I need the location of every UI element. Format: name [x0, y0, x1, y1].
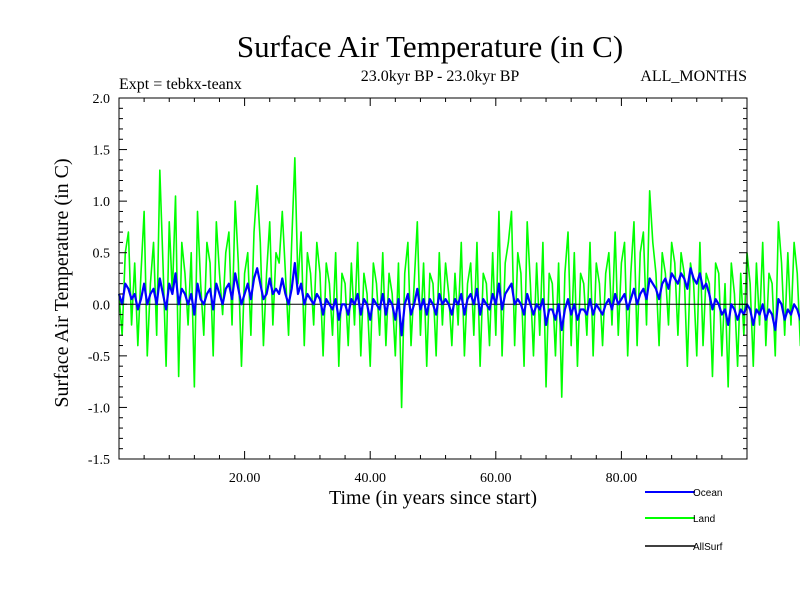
legend-label-allsurf: AllSurf: [693, 542, 723, 553]
plot-frame: [118, 97, 748, 460]
y-tick-label: -0.5: [88, 350, 110, 365]
plot-area: [117, 157, 800, 409]
chart-title: Surface Air Temperature (in C): [237, 29, 623, 64]
legend-label-ocean: Ocean: [693, 488, 722, 499]
series-line-land: [118, 157, 800, 409]
y-tick-label: -1.5: [88, 453, 110, 468]
axis-ticks: -1.5 -1.0 -0.5 0.0 0.5 1.0 1.5 2.0 20.00 40.00 60.…: [88, 92, 747, 486]
x-axis-label: Time (in years since start): [329, 487, 537, 509]
months-label: ALL_MONTHS: [640, 68, 747, 85]
legend: Ocean Land AllSurf: [645, 488, 723, 553]
expt-label: Expt = tebkx-teanx: [119, 76, 242, 93]
x-tick-label: 80.00: [606, 471, 638, 486]
x-tick-label: 40.00: [354, 471, 386, 486]
series-line-ocean: [117, 261, 800, 337]
y-tick-label: 0.0: [93, 298, 111, 313]
x-tick-label: 60.00: [480, 471, 512, 486]
y-axis-label: Surface Air Temperature (in C): [51, 158, 73, 407]
y-tick-label: 1.5: [93, 144, 111, 159]
y-tick-label: -1.0: [88, 401, 110, 416]
y-tick-label: 1.0: [93, 195, 111, 210]
legend-label-land: Land: [693, 514, 715, 525]
chart-subtitle: 23.0kyr BP - 23.0kyr BP: [361, 68, 520, 85]
x-tick-label: 20.00: [229, 471, 261, 486]
y-tick-label: 0.5: [93, 247, 111, 262]
y-tick-label: 2.0: [93, 92, 111, 107]
